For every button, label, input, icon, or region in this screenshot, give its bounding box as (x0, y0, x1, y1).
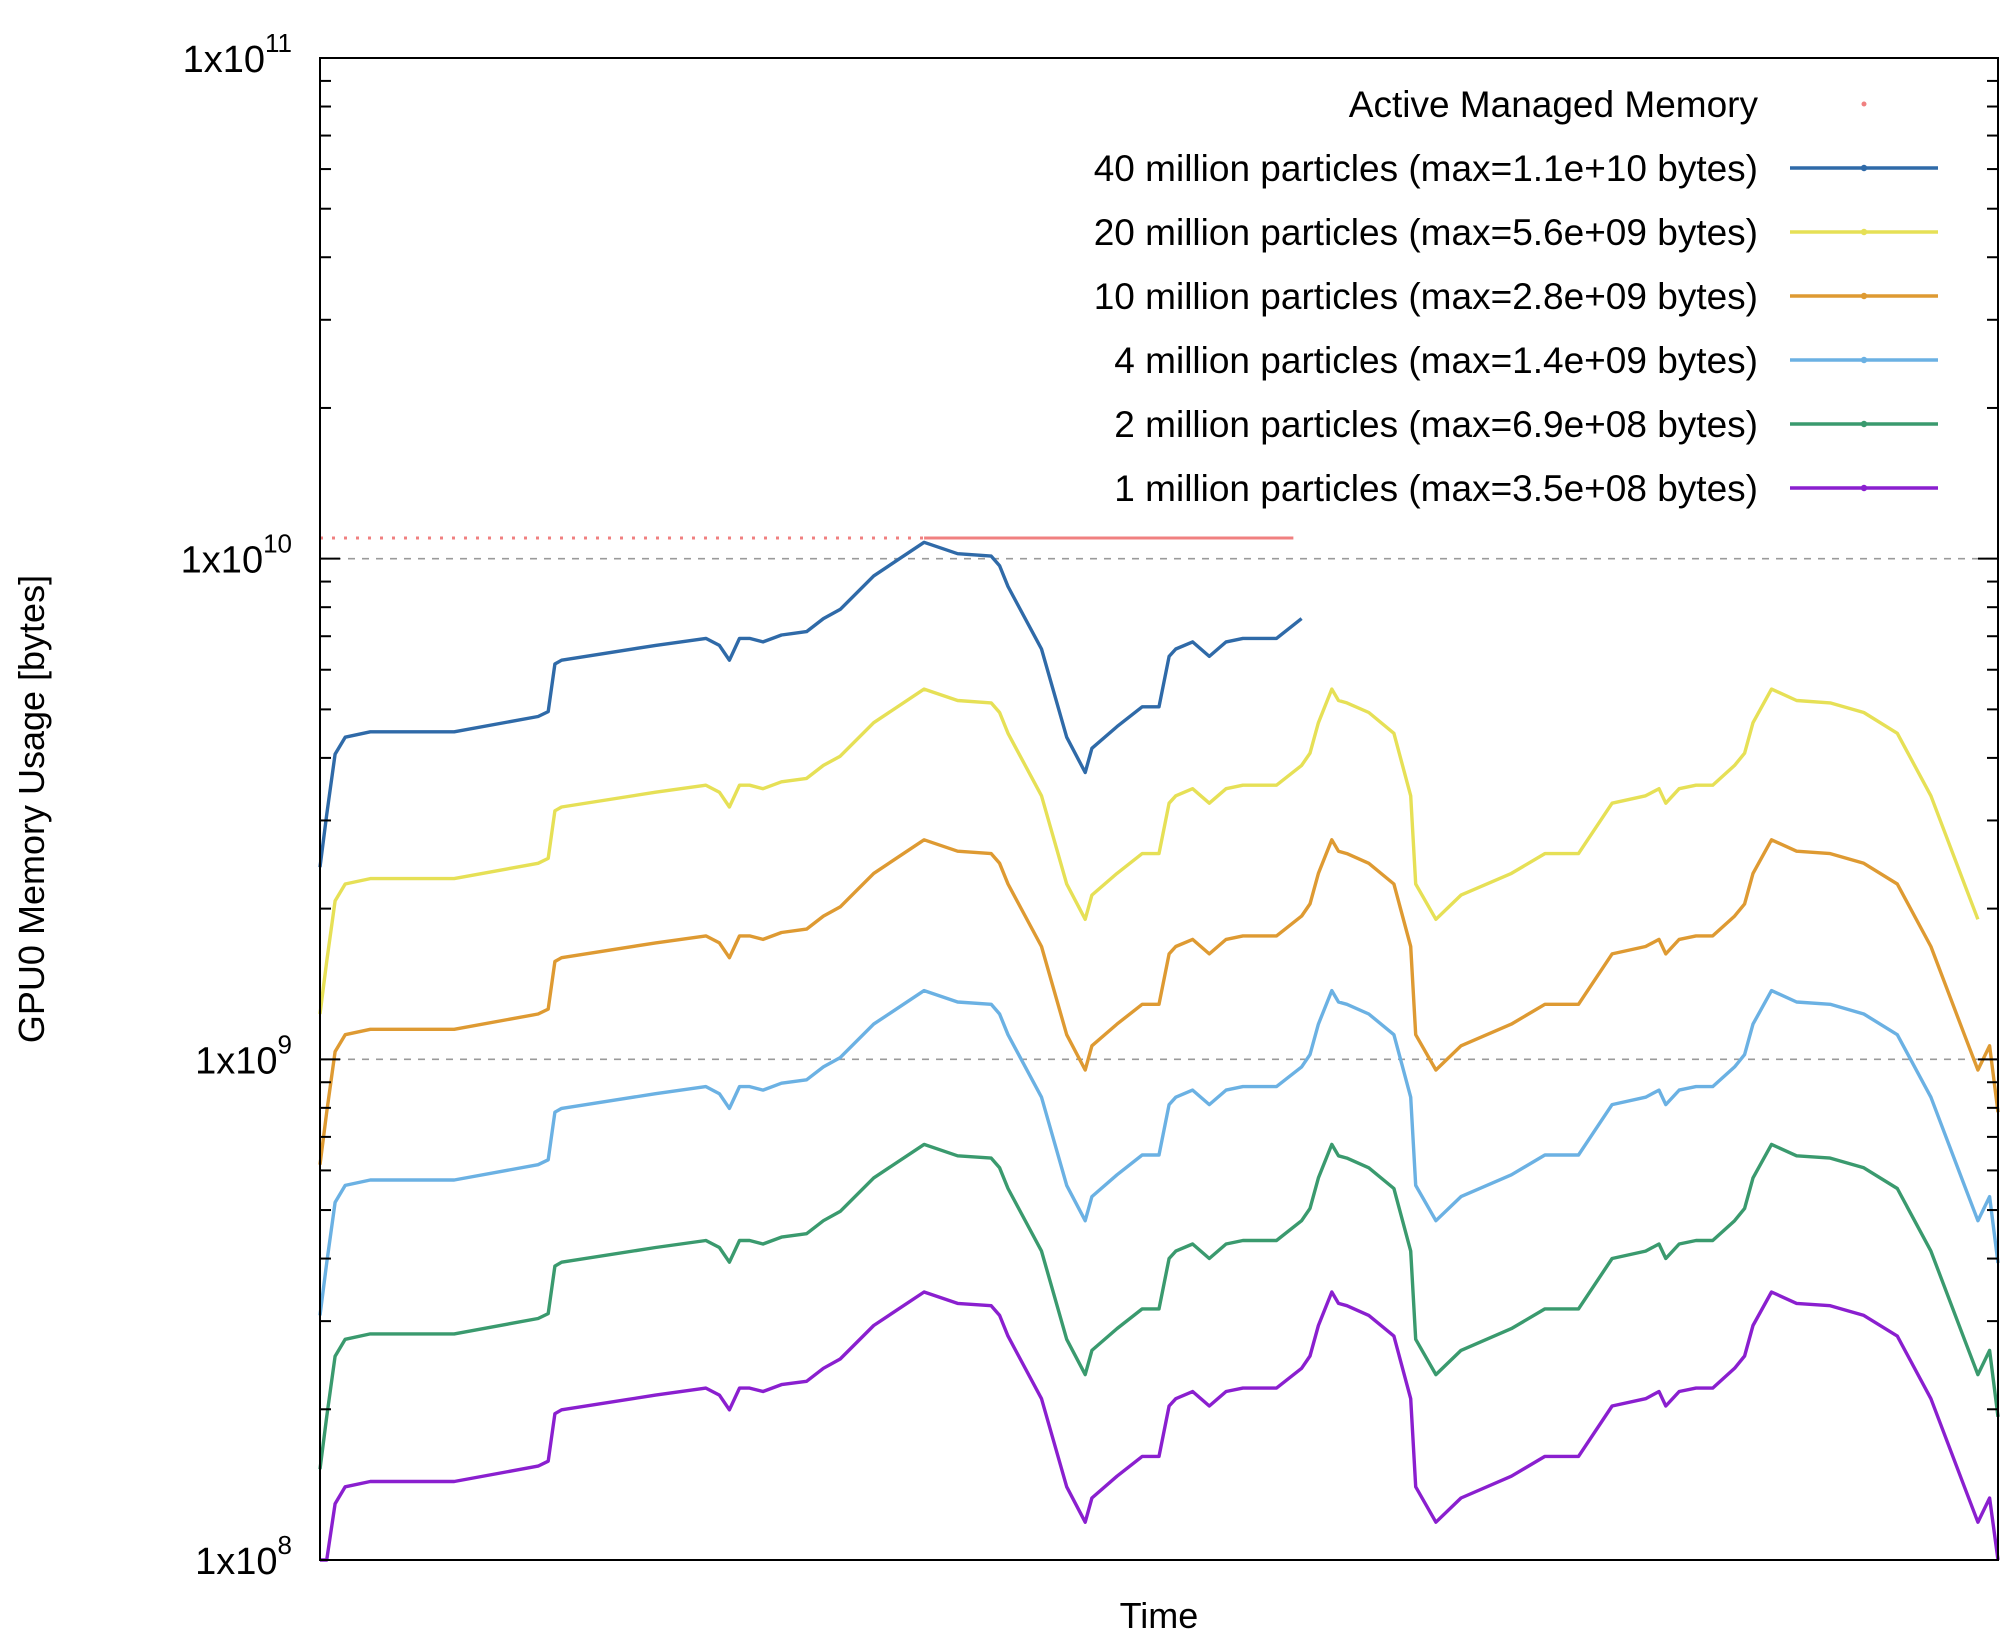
series-lines (318, 540, 2000, 1562)
y-tick-label-1: 1x109 (195, 1029, 292, 1082)
plot-frame (319, 57, 1999, 1561)
legend-marker-1 (1860, 164, 1868, 172)
y-tick-label-2: 1x1010 (181, 529, 292, 582)
legend: Active Managed Memory 40 million particle… (1094, 84, 1938, 509)
legend-label-6: 1 million particles (max=3.5e+08 bytes) (1114, 468, 1758, 509)
series-line-4 (318, 1142, 2000, 1470)
legend-marker-5 (1860, 420, 1868, 428)
legend-label-2: 20 million particles (max=5.6e+09 bytes) (1094, 212, 1758, 253)
grid-lines (320, 557, 1998, 1061)
legend-marker-2 (1860, 228, 1868, 236)
legend-marker-4 (1860, 356, 1868, 364)
series-line-3 (318, 988, 2000, 1316)
legend-marker-6 (1860, 484, 1868, 492)
legend-label-1: 40 million particles (max=1.1e+10 bytes) (1094, 148, 1758, 189)
series-line-5 (320, 1290, 2000, 1562)
legend-label-4: 4 million particles (max=1.4e+09 bytes) (1114, 340, 1758, 381)
legend-label-5: 2 million particles (max=6.9e+08 bytes) (1114, 404, 1758, 445)
legend-label-0: Active Managed Memory (1349, 84, 1759, 125)
y-tick-label-3: 1x1011 (183, 28, 292, 81)
y-axis-label: GPU0 Memory Usage [bytes] (11, 575, 52, 1043)
legend-marker-3 (1860, 292, 1868, 300)
series-line-0 (318, 540, 1303, 868)
legend-label-3: 10 million particles (max=2.8e+09 bytes) (1094, 276, 1758, 317)
axis-ticks (320, 57, 1998, 1561)
y-tick-label-0: 1x108 (195, 1530, 292, 1583)
series-line-2 (318, 838, 2000, 1165)
legend-swatch-0 (1861, 101, 1867, 107)
x-axis-label: Time (1120, 1595, 1199, 1636)
series-line-1 (318, 687, 1980, 1015)
y-tick-labels: 1x108 1x109 1x1010 1x1011 (181, 28, 292, 1583)
